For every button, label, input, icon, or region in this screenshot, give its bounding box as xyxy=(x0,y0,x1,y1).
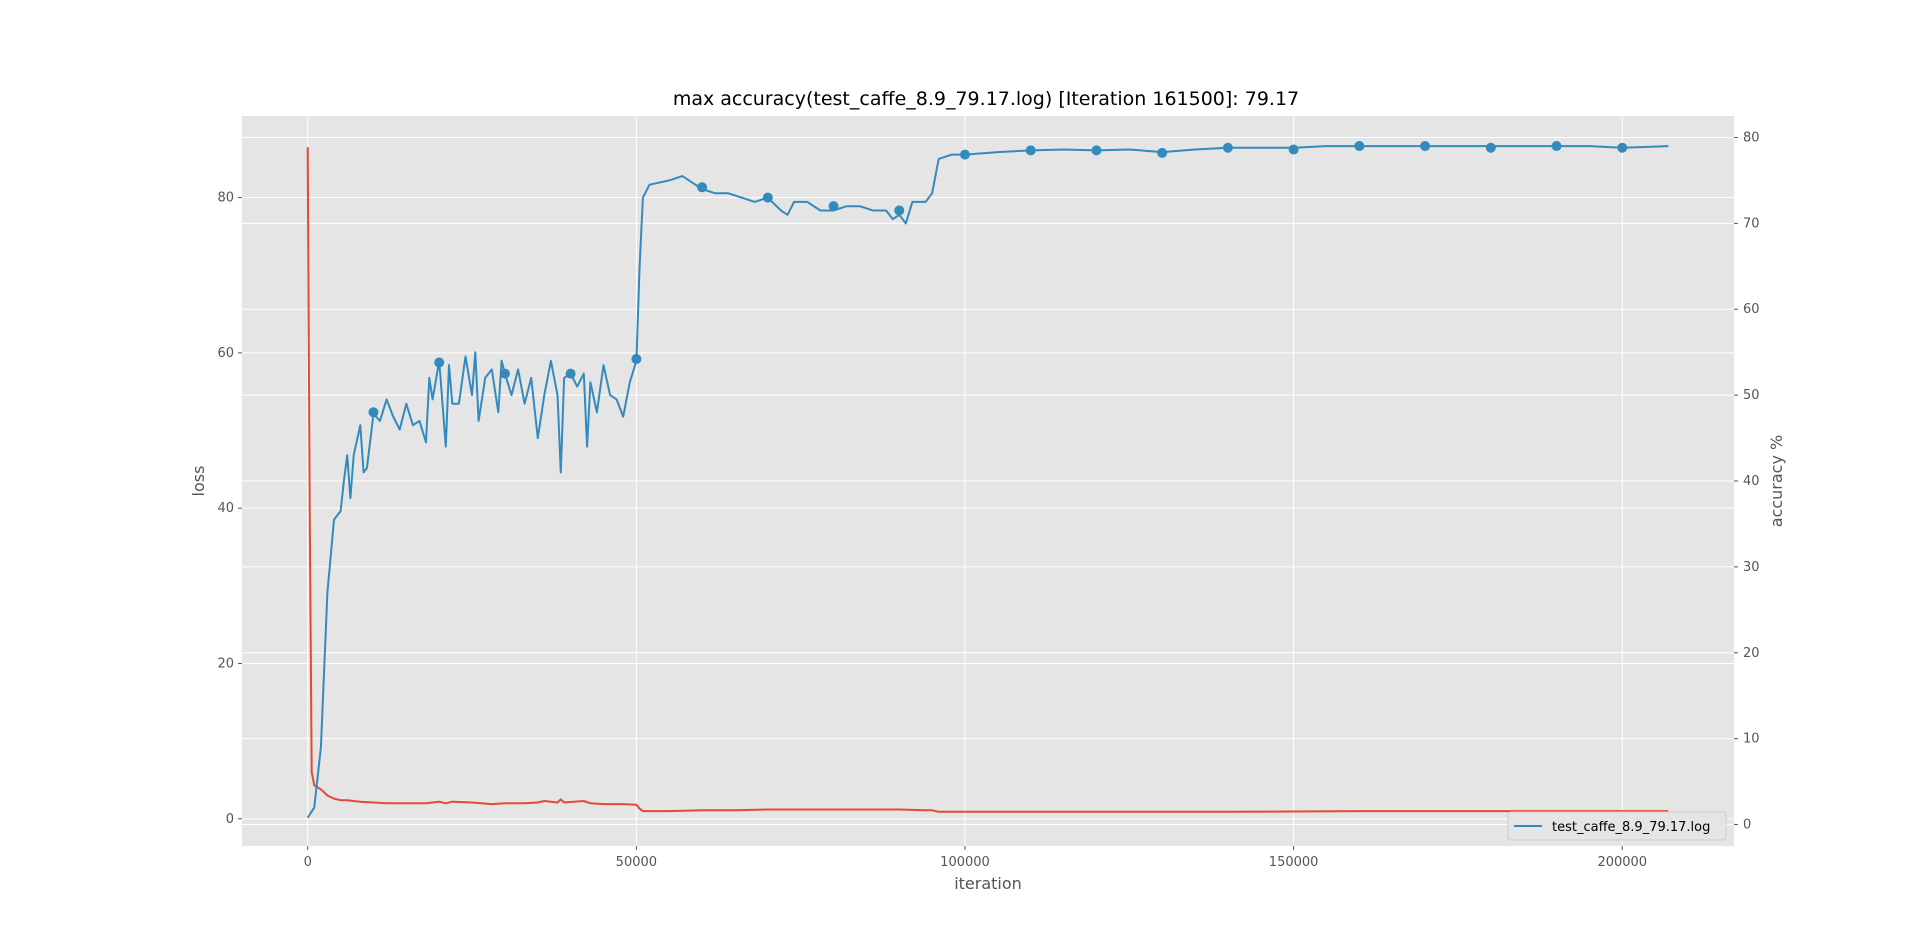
accuracy-marker xyxy=(1420,141,1431,152)
accuracy-marker xyxy=(1354,141,1365,152)
y2-tick-label: 20 xyxy=(1743,646,1760,661)
y-tick-label: 0 xyxy=(226,812,234,827)
y-tick-label: 40 xyxy=(217,501,234,516)
chart-title: max accuracy(test_caffe_8.9_79.17.log) [… xyxy=(673,88,1299,110)
accuracy-marker xyxy=(697,182,708,193)
accuracy-marker xyxy=(1157,147,1168,158)
x-axis-label: iteration xyxy=(954,874,1022,893)
legend-label: test_caffe_8.9_79.17.log xyxy=(1552,820,1710,835)
accuracy-marker xyxy=(894,205,905,216)
accuracy-marker xyxy=(1288,144,1299,155)
x-tick-label: 200000 xyxy=(1597,855,1647,870)
accuracy-marker xyxy=(959,149,970,160)
gridlines xyxy=(242,116,1734,846)
y-tick-label: 60 xyxy=(217,346,234,361)
accuracy-series-line xyxy=(306,145,1669,819)
accuracy-marker xyxy=(828,201,839,212)
y2-tick-label: 60 xyxy=(1743,302,1760,317)
accuracy-marker xyxy=(434,357,445,368)
accuracy-marker xyxy=(499,368,510,379)
y2-tick-label: 70 xyxy=(1743,216,1760,231)
y2-tick-label: 80 xyxy=(1743,130,1760,145)
x-tick-label: 0 xyxy=(304,855,312,870)
series-lines xyxy=(306,145,1669,819)
y2-axis-label: accuracy % xyxy=(1767,435,1786,527)
y2-tick-label: 0 xyxy=(1743,818,1751,833)
accuracy-marker xyxy=(1025,145,1036,156)
accuracy-marker xyxy=(631,354,642,365)
accuracy-marker xyxy=(1485,142,1496,153)
axis-ticks: 0 50000 100000 150000 200000 0 20 40 60 80 0 10 20 30… xyxy=(217,130,1759,870)
y-tick-label: 20 xyxy=(217,657,234,672)
y2-tick-label: 50 xyxy=(1743,388,1760,403)
legend-box xyxy=(1507,811,1727,841)
accuracy-marker xyxy=(565,368,576,379)
y2-tick-label: 10 xyxy=(1743,732,1760,747)
y-axis-label: loss xyxy=(189,466,208,497)
legend: test_caffe_8.9_79.17.log xyxy=(1507,811,1727,841)
loss-series-line xyxy=(306,147,1669,813)
y-tick-label: 80 xyxy=(217,191,234,206)
accuracy-marker xyxy=(762,192,773,203)
accuracy-marker xyxy=(1091,145,1102,156)
accuracy-markers xyxy=(368,141,1628,418)
accuracy-marker xyxy=(1222,142,1233,153)
y2-tick-label: 40 xyxy=(1743,474,1760,489)
x-tick-label: 50000 xyxy=(616,855,657,870)
y2-tick-label: 30 xyxy=(1743,560,1760,575)
x-tick-label: 100000 xyxy=(940,855,990,870)
x-tick-label: 150000 xyxy=(1269,855,1319,870)
accuracy-marker xyxy=(1617,142,1628,153)
accuracy-marker xyxy=(1551,141,1562,152)
accuracy-marker xyxy=(368,407,379,418)
